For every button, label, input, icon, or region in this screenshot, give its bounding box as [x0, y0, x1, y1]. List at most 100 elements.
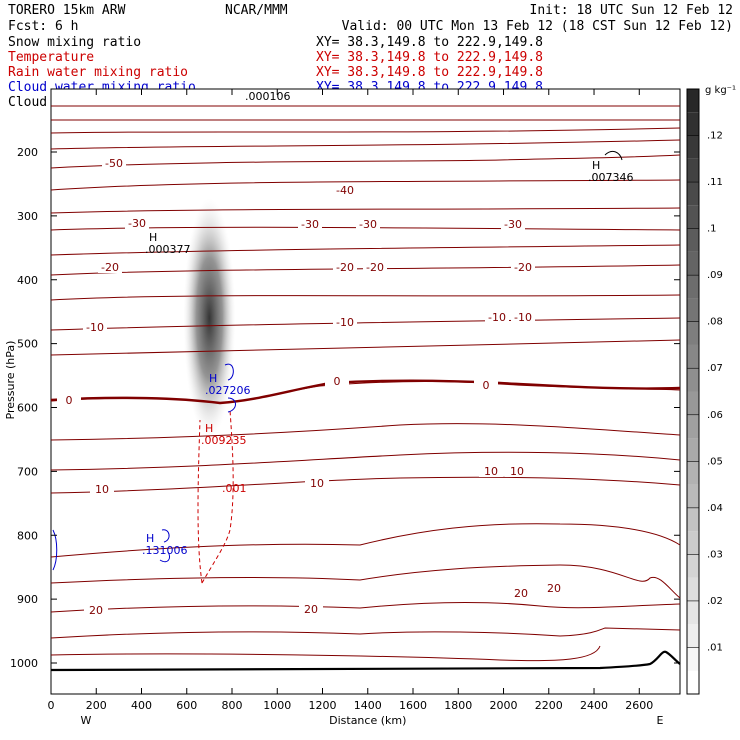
maximum-marker: H [205, 422, 213, 435]
colorbar-swatch [687, 298, 699, 322]
maximum-marker: H [146, 532, 154, 545]
isotherm-label: -30 [359, 218, 377, 231]
label-mask [363, 262, 387, 273]
maximum-value: .009235 [201, 434, 247, 447]
label-mask [299, 604, 323, 615]
header: TORERO 15km ARW NCAR/MMM Init: 18 UTC Su… [8, 3, 733, 34]
isotherm-label: -20 [366, 261, 384, 274]
colorbar-tick-label: .04 [707, 503, 723, 514]
colorbar-swatch [687, 670, 699, 694]
isotherm-label: 0 [483, 379, 490, 392]
label-mask [98, 262, 122, 273]
colorbar-swatch [687, 461, 699, 485]
isotherm [50, 476, 681, 494]
y-tick-label: 400 [17, 274, 38, 287]
x-tick-label: 2400 [580, 699, 608, 712]
model-title: TORERO 15km ARW [8, 3, 126, 18]
label-mask [298, 219, 322, 230]
x-tick-label: 600 [176, 699, 197, 712]
forecast-hour: Fcst: 6 h [8, 19, 78, 34]
label-mask [83, 322, 107, 333]
init-time: Init: 18 UTC Sun 12 Feb 12 [530, 3, 734, 18]
isotherm-label: 20 [514, 587, 528, 600]
colorbar-swatch [687, 554, 699, 578]
field-name: Temperature [8, 50, 94, 65]
y-tick-label: 900 [17, 593, 38, 606]
label-mask [474, 380, 498, 391]
label-mask [511, 262, 535, 273]
cloud-water-contour [161, 529, 170, 543]
x-tick-label: 1600 [399, 699, 427, 712]
y-axis-title: Pressure (hPa) [4, 341, 17, 420]
maximum-value: .000377 [145, 243, 191, 256]
label-mask [333, 185, 357, 196]
label-mask [325, 376, 349, 387]
rain-contour [197, 409, 234, 584]
label-mask [102, 158, 126, 169]
isotherm-label: 10 [510, 465, 524, 478]
colorbar-swatch [687, 531, 699, 555]
label-mask [505, 466, 529, 477]
east-label: E [657, 714, 664, 727]
colorbar-swatch [687, 624, 699, 648]
x-tick-label: 800 [222, 699, 243, 712]
label-mask [333, 317, 357, 328]
x-tick-label: 0 [48, 699, 55, 712]
colorbar-tick-label: .02 [707, 596, 723, 607]
isotherm-label: 20 [304, 603, 318, 616]
isotherm-label: -10 [514, 311, 532, 324]
field-section: XY= 38.3,149.8 to 222.9,149.8 [316, 65, 543, 80]
label-mask [509, 588, 533, 599]
maximum-marker: H [149, 231, 157, 244]
colorbar-tick-label: .03 [707, 549, 723, 560]
cloud-water-contour [52, 529, 58, 571]
y-tick-label: 200 [17, 146, 38, 159]
colorbar-swatch [687, 158, 699, 183]
x-tick-label: 1400 [354, 699, 382, 712]
isotherm-label: -10 [86, 321, 104, 334]
label-mask [305, 478, 329, 489]
isotherm-label: -30 [128, 217, 146, 230]
isotherm-label: 10 [95, 483, 109, 496]
maximum-value: .131006 [142, 544, 188, 557]
isotherm [50, 179, 681, 191]
x-tick-label: 2200 [535, 699, 563, 712]
colorbar-tick-label: .08 [707, 317, 723, 328]
colorbar-tick-label: .05 [707, 456, 723, 467]
y-tick-label: 500 [17, 338, 38, 351]
x-tick-label: 200 [86, 699, 107, 712]
isotherm [50, 244, 681, 256]
contour-value: .000106 [245, 90, 291, 103]
isotherm-label: 0 [334, 375, 341, 388]
label-mask [356, 219, 380, 230]
colorbar-swatch [687, 647, 699, 671]
cloud-water-contour [159, 551, 171, 563]
isotherm-label: -20 [514, 261, 532, 274]
terrain-line [50, 650, 681, 672]
colorbar-swatch [687, 251, 699, 276]
colorbar-tick-label: .09 [707, 270, 723, 281]
isotherm-label: -10 [336, 316, 354, 329]
y-tick-label: 300 [17, 210, 38, 223]
axes: 0 200 400 600 800 1000 1200 1400 1600 1800 2000 220… [4, 89, 680, 727]
isotherm-label: 20 [89, 604, 103, 617]
isotherm-label: -10 [488, 311, 506, 324]
y-tick-label: 700 [17, 465, 38, 478]
valid-time: Valid: 00 UTC Mon 13 Feb 12 (18 CST Sun … [342, 19, 733, 34]
contour-value: .001 [222, 482, 247, 495]
isotherm [50, 317, 681, 331]
colorbar-swatch [687, 112, 699, 136]
x-tick-label: 2600 [625, 699, 653, 712]
isotherm [50, 564, 681, 599]
x-tick-label: 1000 [263, 699, 291, 712]
isotherm-label: 20 [547, 582, 561, 595]
colorbar-swatch [687, 600, 699, 625]
isotherm [50, 601, 681, 613]
label-mask [57, 395, 81, 406]
isotherm-label: -40 [336, 184, 354, 197]
isotherm-label: -20 [101, 261, 119, 274]
label-mask [333, 262, 357, 273]
colorbar-unit: g kg⁻¹ [705, 85, 736, 96]
isotherm [50, 451, 681, 471]
